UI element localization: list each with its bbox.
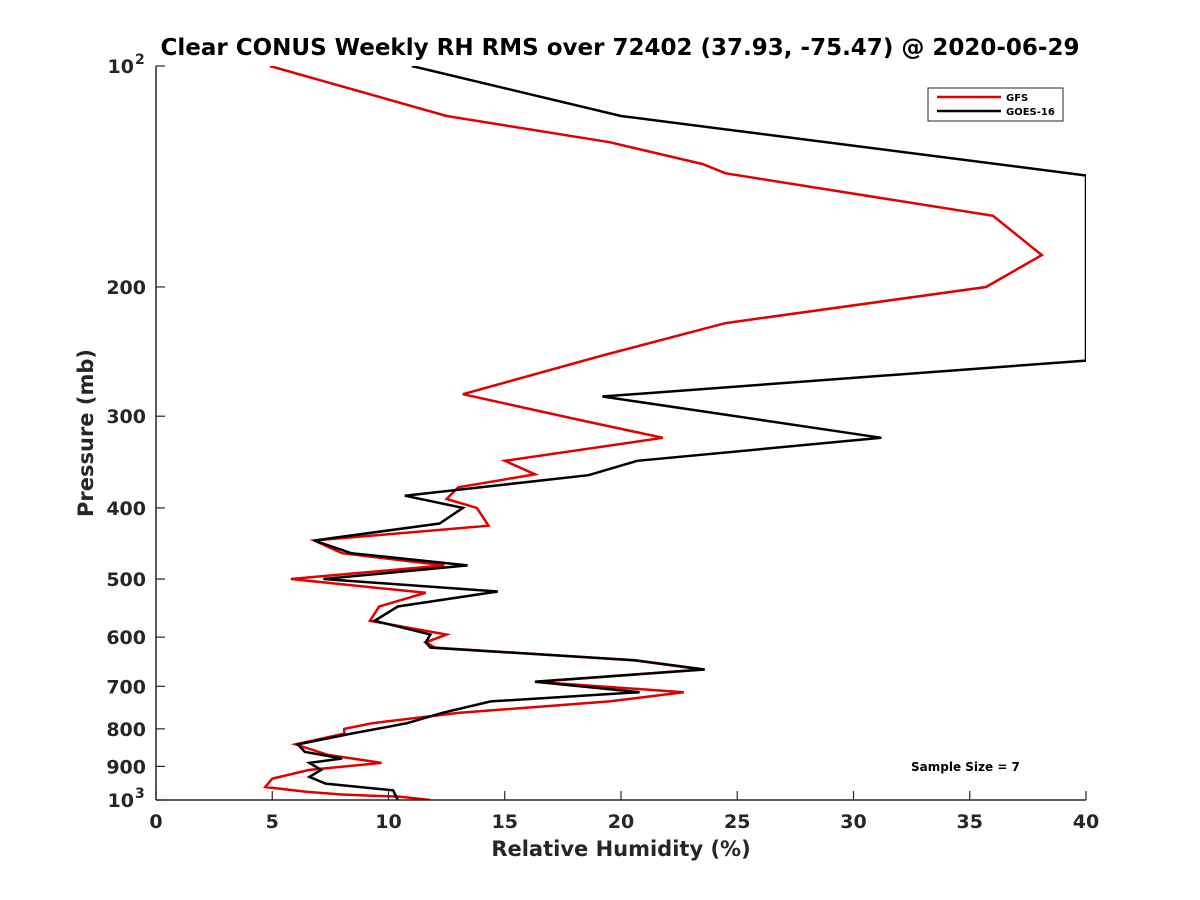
y-tick-label: 700: [106, 676, 146, 698]
legend-label-gfs: GFS: [1006, 93, 1028, 104]
x-tick-label: 30: [840, 811, 866, 833]
y-tick-label: 10: [108, 56, 134, 78]
x-axis-ticks: 0 5 10 15 20 25 30 35 40: [149, 791, 1099, 833]
y-tick-label: 600: [106, 627, 146, 649]
y-axis-label: Pressure (mb): [74, 349, 98, 517]
x-tick-label: 10: [375, 811, 401, 833]
x-tick-label: 40: [1073, 811, 1099, 833]
x-tick-label: 5: [266, 811, 279, 833]
y-tick-label: 800: [106, 719, 146, 741]
y-tick-label: 300: [106, 406, 146, 428]
x-tick-label: 25: [724, 811, 750, 833]
legend-box: [927, 87, 1064, 122]
y-tick-label: 900: [106, 756, 146, 778]
series-line-goes16: [295, 66, 1086, 800]
y-tick-label: 200: [106, 277, 146, 299]
sample-size-annotation: Sample Size = 7: [911, 760, 1020, 774]
y-tick-exponent: 2: [135, 52, 145, 68]
x-tick-label: 35: [957, 811, 983, 833]
x-tick-label: 20: [608, 811, 634, 833]
y-tick-label: 500: [106, 569, 146, 591]
y-tick-label: 10: [108, 790, 134, 812]
chart-title: Clear CONUS Weekly RH RMS over 72402 (37…: [161, 35, 1080, 61]
legend-label-goes16: GOES-16: [1006, 107, 1055, 118]
y-tick-label: 400: [106, 498, 146, 520]
x-tick-label: 0: [149, 811, 162, 833]
x-axis-label: Relative Humidity (%): [491, 837, 750, 861]
series-line-gfs: [262, 66, 1045, 800]
legend: GFS GOES-16: [927, 87, 1064, 122]
x-tick-label: 15: [492, 811, 518, 833]
y-tick-exponent: 3: [135, 786, 145, 802]
series-layer: [262, 66, 1086, 800]
